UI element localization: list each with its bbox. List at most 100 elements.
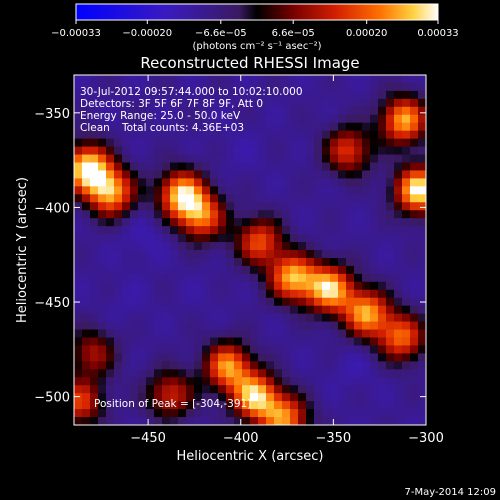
- heatmap-cell: [338, 226, 347, 235]
- heatmap-cell: [394, 409, 403, 418]
- heatmap-cell: [218, 114, 227, 124]
- heatmap-cell: [402, 194, 411, 203]
- heatmap-cell: [106, 170, 115, 179]
- heatmap-cell: [186, 409, 195, 418]
- heatmap-cell: [170, 154, 179, 164]
- heatmap-cell: [394, 138, 403, 148]
- heatmap-cell: [266, 409, 275, 418]
- heatmap-cell: [290, 226, 299, 235]
- heatmap-cell: [130, 90, 139, 100]
- heatmap-cell: [362, 138, 371, 148]
- heatmap-cell: [346, 313, 355, 323]
- heatmap-cell: [362, 377, 371, 386]
- heatmap-cell: [314, 218, 323, 227]
- heatmap-cell: [306, 305, 315, 315]
- heatmap-cell: [298, 257, 307, 267]
- annotation-method: Clean: [80, 122, 110, 134]
- heatmap-cell: [146, 98, 155, 108]
- heatmap-cell: [266, 138, 275, 148]
- heatmap-cell: [202, 297, 211, 307]
- heatmap-cell: [82, 369, 91, 378]
- heatmap-cell: [250, 401, 259, 410]
- heatmap-cell: [362, 353, 371, 362]
- heatmap-cell: [250, 297, 259, 307]
- heatmap-cell: [178, 194, 187, 203]
- heatmap-cell: [154, 186, 163, 195]
- heatmap-cell: [322, 409, 331, 418]
- heatmap-cell: [194, 202, 203, 211]
- heatmap-cell: [258, 377, 267, 386]
- heatmap-cell: [394, 114, 403, 124]
- heatmap-cell: [298, 329, 307, 339]
- heatmap-cell: [226, 369, 235, 378]
- heatmap-cell: [298, 234, 307, 243]
- heatmap-cells: [74, 75, 426, 425]
- heatmap-cell: [178, 202, 187, 211]
- heatmap-cell: [386, 106, 395, 116]
- heatmap-cell: [210, 130, 219, 140]
- heatmap-cell: [290, 329, 299, 339]
- heatmap-cell: [346, 409, 355, 418]
- heatmap-cell: [154, 353, 163, 362]
- heatmap-cell: [74, 281, 83, 291]
- heatmap-cell: [362, 385, 371, 394]
- heatmap-cell: [386, 130, 395, 140]
- heatmap-cell: [314, 194, 323, 203]
- heatmap-cell: [98, 202, 107, 211]
- heatmap-cell: [242, 162, 251, 172]
- heatmap-cell: [90, 385, 99, 394]
- heatmap-cell: [298, 289, 307, 299]
- heatmap-cell: [394, 393, 403, 402]
- heatmap-cell: [98, 194, 107, 203]
- heatmap-cell: [314, 329, 323, 339]
- heatmap-cell: [194, 313, 203, 323]
- heatmap-cell: [362, 114, 371, 124]
- heatmap-cell: [298, 210, 307, 219]
- heatmap-cell: [114, 393, 123, 402]
- heatmap-cell: [314, 242, 323, 251]
- heatmap-cell: [306, 90, 315, 100]
- heatmap-cell: [410, 353, 419, 362]
- heatmap-cell: [122, 321, 131, 331]
- heatmap-cell: [194, 138, 203, 148]
- heatmap-cell: [106, 122, 115, 132]
- heatmap-cell: [90, 313, 99, 323]
- heatmap-cell: [178, 106, 187, 116]
- heatmap-cell: [162, 194, 171, 203]
- heatmap-cell: [362, 194, 371, 203]
- heatmap-cell: [330, 106, 339, 116]
- heatmap-cell: [282, 281, 291, 291]
- heatmap-cell: [282, 369, 291, 378]
- heatmap-cell: [194, 170, 203, 179]
- heatmap-cell: [154, 202, 163, 211]
- heatmap-cell: [378, 337, 387, 347]
- heatmap-cell: [418, 178, 426, 187]
- heatmap-cell: [386, 170, 395, 179]
- heatmap-cell: [306, 313, 315, 323]
- heatmap-cell: [394, 401, 403, 410]
- heatmap-cell: [154, 393, 163, 402]
- heatmap-cell: [154, 75, 163, 84]
- heatmap-cell: [306, 385, 315, 394]
- heatmap-cell: [338, 194, 347, 203]
- heatmap-cell: [106, 345, 115, 354]
- heatmap-cell: [234, 273, 243, 283]
- heatmap-cell: [338, 210, 347, 219]
- heatmap-cell: [194, 321, 203, 331]
- heatmap-cell: [226, 90, 235, 100]
- heatmap-cell: [146, 337, 155, 347]
- heatmap-cell: [162, 98, 171, 108]
- heatmap-cell: [410, 345, 419, 354]
- heatmap-cell: [274, 297, 283, 307]
- heatmap-cell: [170, 250, 179, 259]
- heatmap-cell: [74, 170, 83, 179]
- heatmap-cell: [154, 289, 163, 299]
- heatmap-cell: [274, 265, 283, 275]
- heatmap-cell: [418, 361, 426, 370]
- heatmap-cell: [314, 313, 323, 323]
- heatmap-cell: [162, 265, 171, 275]
- heatmap-cell: [98, 146, 107, 156]
- heatmap-cell: [162, 106, 171, 116]
- heatmap-cell: [290, 75, 299, 84]
- heatmap-cell: [410, 265, 419, 275]
